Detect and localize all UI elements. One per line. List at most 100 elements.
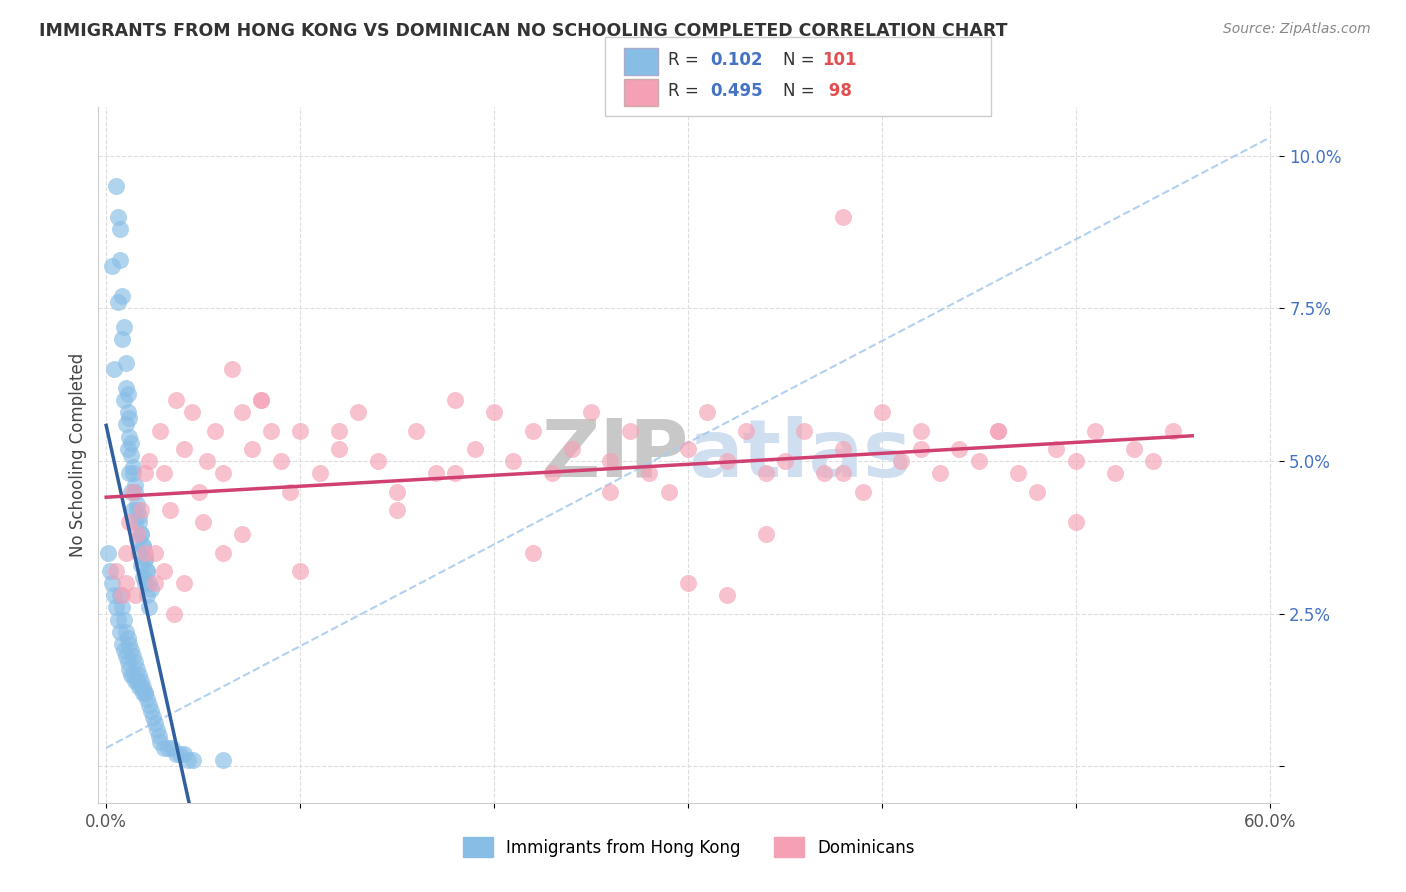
Point [658,484,681,499]
Point [1007,467,1029,481]
Point [204,424,226,438]
Point [165,392,187,407]
Point [425,467,447,481]
Point [191,515,214,529]
Point [561,442,583,456]
Point [211,753,233,767]
Point [522,424,544,438]
Point [134,551,156,566]
Point [139,704,162,718]
Point [987,424,1010,438]
Point [124,588,146,602]
Point [128,515,150,529]
Point [103,362,125,376]
Point [129,527,152,541]
Point [145,723,167,737]
Point [132,680,155,694]
Point [160,740,183,755]
Point [176,753,198,767]
Point [716,454,738,468]
Point [1026,484,1049,499]
Point [890,454,912,468]
Point [143,716,166,731]
Point [948,442,970,456]
Point [143,576,166,591]
Point [122,460,145,475]
Point [1064,515,1087,529]
Point [599,454,621,468]
Point [851,484,873,499]
Point [111,332,134,346]
Point [502,454,524,468]
Point [129,680,152,694]
Point [138,454,160,468]
Point [910,424,932,438]
Point [111,289,134,303]
Point [328,442,350,456]
Point [114,381,136,395]
Point [118,467,141,481]
Point [114,649,136,664]
Point [231,527,253,541]
Point [120,448,142,462]
Point [405,424,427,438]
Point [134,686,156,700]
Point [270,454,292,468]
Point [260,424,283,438]
Point [112,319,135,334]
Point [221,362,243,376]
Point [754,527,776,541]
Point [444,392,467,407]
Point [153,467,176,481]
Text: IMMIGRANTS FROM HONG KONG VS DOMINICAN NO SCHOOLING COMPLETED CORRELATION CHART: IMMIGRANTS FROM HONG KONG VS DOMINICAN N… [39,22,1008,40]
Point [117,656,139,670]
Point [122,649,145,664]
Point [211,467,233,481]
Point [118,661,141,675]
Point [987,424,1010,438]
Point [114,576,136,591]
Point [114,417,136,432]
Point [308,467,330,481]
Point [138,698,160,713]
Point [143,545,166,559]
Point [1142,454,1164,468]
Point [240,442,263,456]
Point [1045,442,1067,456]
Point [118,411,141,425]
Point [97,545,120,559]
Point [148,729,170,743]
Point [112,643,135,657]
Point [579,405,602,419]
Point [128,680,150,694]
Point [138,576,160,591]
Point [153,740,176,755]
Point [832,467,855,481]
Text: 98: 98 [823,82,852,100]
Point [813,467,835,481]
Point [195,454,218,468]
Point [122,484,145,499]
Point [832,210,855,224]
Point [124,673,146,688]
Point [173,442,195,456]
Point [101,576,124,591]
Point [134,467,156,481]
Point [111,600,134,615]
Point [676,442,699,456]
Point [108,624,131,639]
Point [482,405,505,419]
Point [793,424,815,438]
Point [773,454,796,468]
Point [117,631,139,645]
Point [1123,442,1146,456]
Point [173,747,195,761]
Text: R =: R = [668,51,699,69]
Point [676,576,699,591]
Point [135,564,157,578]
Point [129,527,152,541]
Point [385,503,408,517]
Point [157,740,180,755]
Point [107,613,129,627]
Point [169,747,191,761]
